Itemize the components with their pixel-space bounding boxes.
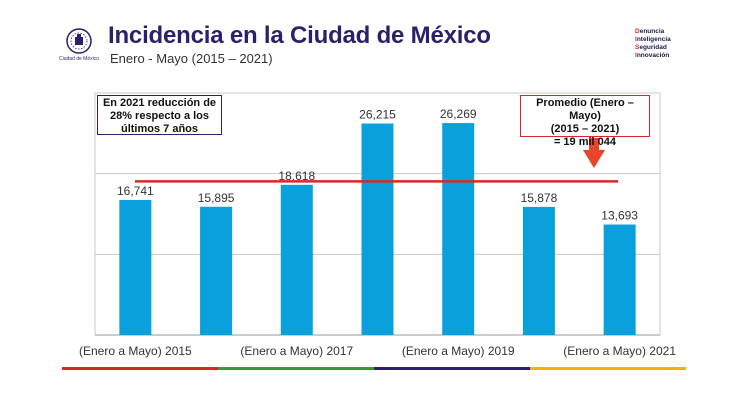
city-seal-logo: Ciudad de México xyxy=(58,26,100,64)
bottom-stripe-red xyxy=(62,367,218,370)
bar-2017 xyxy=(280,184,313,335)
tick-label-2021: (Enero a Mayo) 2021 xyxy=(563,344,676,358)
bar-2016 xyxy=(200,206,233,335)
average-note-line-2: (2015 – 2021) xyxy=(550,123,620,135)
reduction-note-box: En 2021 reducción de 28% respecto a los … xyxy=(97,95,222,135)
bottom-stripe-yellow xyxy=(530,367,686,370)
city-seal-icon xyxy=(66,28,92,54)
reduction-note-text: En 2021 reducción de 28% respecto a los … xyxy=(102,97,217,135)
average-note-line-1: Promedio (Enero – Mayo) xyxy=(536,97,634,122)
bar-2021 xyxy=(603,224,636,335)
bar-2020 xyxy=(522,206,555,335)
data-label-2021: 13,693 xyxy=(601,209,638,223)
dis-logo: Denuncia Inteligencia Seguridad Innovaci… xyxy=(635,28,671,60)
average-note-line-3: = 19 mil 044 xyxy=(553,136,617,148)
bar-2019 xyxy=(442,123,475,335)
average-arrow-icon xyxy=(583,138,605,168)
dis-line-1: Denuncia xyxy=(635,28,665,35)
tick-label-2017: (Enero a Mayo) 2017 xyxy=(240,344,353,358)
tick-label-2015: (Enero a Mayo) 2015 xyxy=(79,344,192,358)
data-label-2018: 26,215 xyxy=(359,108,396,122)
dis-line-2: Inteligencia xyxy=(635,36,671,43)
page-title: Incidencia en la Ciudad de México xyxy=(108,22,491,49)
dis-line-4: Innovación xyxy=(635,52,670,59)
bottom-stripe-green xyxy=(218,367,374,370)
bar-2015 xyxy=(119,199,152,335)
data-label-2015: 16,741 xyxy=(117,184,154,198)
tick-label-2019: (Enero a Mayo) 2019 xyxy=(402,344,515,358)
data-label-2020: 15,878 xyxy=(521,191,558,205)
data-label-2019: 26,269 xyxy=(440,107,477,121)
logo-caption: Ciudad de México xyxy=(58,56,100,62)
average-note-box: Promedio (Enero – Mayo) (2015 – 2021) = … xyxy=(520,95,650,148)
data-label-2017: 18,618 xyxy=(278,169,315,183)
bar-2018 xyxy=(361,123,394,335)
page-subtitle: Enero - Mayo (2015 – 2021) xyxy=(110,51,273,66)
data-label-2016: 15,895 xyxy=(198,191,235,205)
bottom-stripe-purple xyxy=(374,367,530,370)
dis-line-3: Seguridad xyxy=(635,44,667,51)
